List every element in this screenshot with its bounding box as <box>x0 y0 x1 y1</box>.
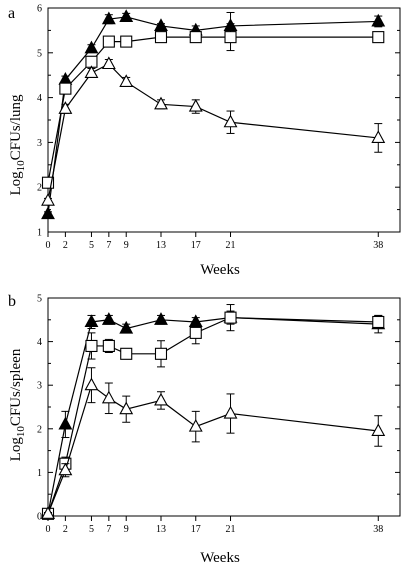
panel-b-series-2-line <box>47 384 379 515</box>
panel-b-ytick-label-4: 4 <box>37 337 42 348</box>
panel-a-series-0-point-8 <box>371 13 386 27</box>
panel-a-ytick-label-4: 5 <box>37 48 42 59</box>
panel-b-series-1-point-7 <box>224 311 237 324</box>
panel-b-y-axis-label: Log10CFUs/spleen <box>8 348 27 461</box>
panel-a-label: a <box>8 5 15 22</box>
panel-b-frame <box>47 297 401 517</box>
panel-a-series-2-point-7 <box>223 114 238 128</box>
panel-b-series-1-point-3 <box>102 339 115 353</box>
panel-a-series-1-line <box>47 36 379 183</box>
panel-b-xtick-label-3: 7 <box>106 524 111 535</box>
panel-a-series-0-line <box>47 16 379 215</box>
panel-a-series-1-point-8 <box>372 31 385 44</box>
panel-b-series-1-line <box>47 317 379 515</box>
panel-a-ytick-label-0: 1 <box>37 228 42 239</box>
panel-a-series-0-point-5 <box>154 18 168 31</box>
panel-a-xtick-label-4: 9 <box>124 240 129 251</box>
panel-b-xtick-label-5: 13 <box>156 524 166 535</box>
panel-b-x-axis-label: Weeks <box>200 550 240 566</box>
panel-b-ytick-label-1: 1 <box>37 468 42 479</box>
panel-a-series-2-point-4 <box>119 74 134 87</box>
panel-b-spleen: b Log10CFUs/spleen Weeks 0 1 2 3 4 5 0 2 5 7 9 13 17… <box>8 293 401 566</box>
panel-a-ytick-label-5: 6 <box>37 4 42 15</box>
panel-b-series-2-point-6 <box>188 418 203 432</box>
panel-a-ytick-label-3: 4 <box>37 93 42 104</box>
panel-a-frame <box>47 7 401 233</box>
panel-a-xtick-label-7: 21 <box>226 240 236 251</box>
panel-b-series-2-point-7 <box>223 405 238 419</box>
panel-b-ytick-label-3: 3 <box>37 381 42 392</box>
panel-b-series-1-point-4 <box>120 347 133 360</box>
panel-b-series-0-point-3 <box>101 312 116 325</box>
panel-b-ytick-label-0: 0 <box>37 512 42 523</box>
panel-a-xtick-label-2: 5 <box>89 240 94 251</box>
panel-a-series-1-point-3 <box>102 35 115 48</box>
panel-b-label: b <box>8 293 16 310</box>
panel-b-series-2-point-8 <box>371 423 386 437</box>
panel-a-series-2-point-3 <box>101 56 116 70</box>
panel-b-series-0-point-5 <box>154 312 168 325</box>
panel-a-series-0-point-4 <box>119 9 134 23</box>
panel-a-series-0-point-2 <box>84 40 99 54</box>
panel-b-series-2-point-2 <box>84 377 99 391</box>
panel-a-xtick-label-3: 7 <box>106 240 111 251</box>
panel-b-xtick-label-1: 2 <box>63 524 68 535</box>
panel-a-series-2-point-5 <box>154 96 168 110</box>
panel-a-x-axis-label: Weeks <box>200 262 240 278</box>
panel-b-series-0-point-1 <box>58 416 73 430</box>
panel-b-series-2-point-4 <box>119 401 134 415</box>
panel-a-series-2-line <box>47 63 379 201</box>
panel-b-xtick-label-6: 17 <box>191 524 201 535</box>
panel-b-ytick-label-5: 5 <box>37 294 42 305</box>
panel-b-xtick-label-2: 5 <box>89 524 94 535</box>
panel-b-series-0-point-2 <box>84 314 99 328</box>
panel-b-series-1-point-6 <box>189 326 202 339</box>
panel-b-series-0-point-4 <box>119 320 134 334</box>
panel-a-ytick-label-1: 2 <box>37 183 42 194</box>
panel-a-series-1-point-7 <box>224 31 237 44</box>
panel-b-xtick-label-4: 9 <box>124 524 129 535</box>
panel-a-series-2-point-2 <box>84 65 99 79</box>
panel-a-series-2-point-8 <box>371 130 386 143</box>
panel-a-series-0-point-0 <box>41 206 55 220</box>
panel-a-xtick-label-6: 17 <box>191 240 201 251</box>
panel-b-ytick-label-2: 2 <box>37 424 42 435</box>
panel-a-xtick-label-0: 0 <box>46 240 51 251</box>
panel-a-series-2-point-1 <box>58 101 73 114</box>
panel-a-xtick-label-8: 38 <box>373 240 383 251</box>
panel-a-series-0-point-3 <box>101 11 116 25</box>
panel-a-series-1-point-1 <box>59 82 72 95</box>
panel-b-xtick-label-0: 0 <box>46 524 51 535</box>
panel-a-series-2-point-6 <box>188 98 203 112</box>
panel-a-series-2-point-0 <box>41 192 55 206</box>
panel-b-series-2-point-5 <box>154 392 168 406</box>
panel-b-series-1-point-5 <box>154 347 168 360</box>
panel-a-ytick-label-2: 3 <box>37 138 42 149</box>
panel-a-xtick-label-1: 2 <box>63 240 68 251</box>
panel-a-series-1-point-4 <box>120 35 133 48</box>
panel-a-series-1-point-0 <box>41 176 55 189</box>
panel-b-series-2-point-1 <box>58 462 73 476</box>
panel-b-xtick-label-8: 38 <box>373 524 383 535</box>
panel-a-series-1-point-6 <box>189 31 202 44</box>
panel-b-series-2-point-3 <box>101 390 116 404</box>
panel-b-xtick-label-7: 21 <box>226 524 236 535</box>
panel-a-xtick-label-5: 13 <box>156 240 166 251</box>
panel-a-lung: a Log10CFUs/lung Weeks 1 2 3 4 5 6 0 2 5 7 9 13 17 21… <box>8 4 401 278</box>
panel-b-series-2-point-0 <box>41 506 55 519</box>
panel-b-series-1-point-2 <box>85 339 98 353</box>
panel-a-series-1-point-5 <box>154 31 168 44</box>
panel-b-series-1-point-8 <box>372 315 385 329</box>
panel-b-series-0-line <box>47 317 379 514</box>
panel-a-y-axis-label: Log10CFUs/lung <box>8 94 27 196</box>
